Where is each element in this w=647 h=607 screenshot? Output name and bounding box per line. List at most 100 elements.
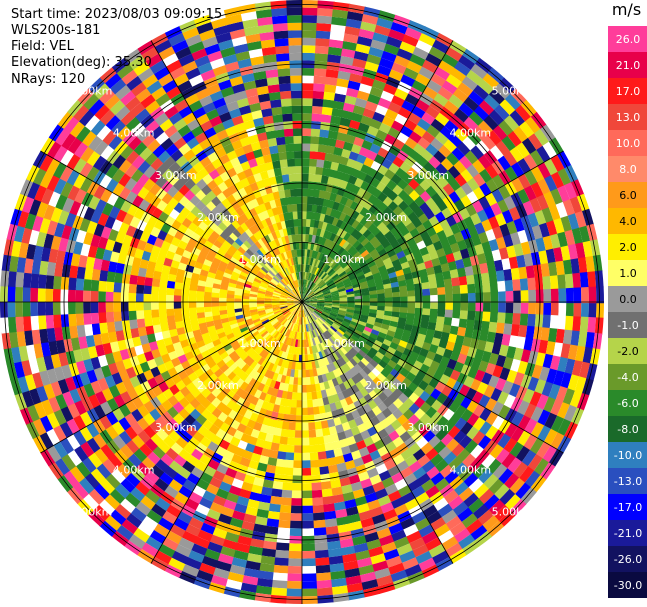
radar-gate: [448, 412, 461, 427]
radar-gate: [203, 548, 221, 561]
radar-gate: [249, 296, 257, 300]
radar-gate: [308, 429, 317, 438]
radar-gate: [294, 422, 302, 431]
radar-gate: [261, 416, 271, 426]
radar-gate: [557, 418, 571, 437]
radar-gate: [66, 417, 80, 435]
radar-gate: [315, 579, 332, 589]
radar-gate: [289, 67, 303, 76]
radar-gate: [266, 311, 274, 316]
radar-gate: [387, 465, 401, 478]
radar-gate: [31, 328, 41, 345]
radar-gate: [58, 351, 69, 367]
radar-gate: [292, 120, 303, 129]
radar-gate: [307, 306, 315, 312]
radar-gate: [258, 455, 269, 465]
radar-gate: [464, 439, 478, 455]
radar-gate: [478, 488, 495, 505]
radar-gate: [184, 523, 201, 537]
radar-gate: [259, 423, 269, 434]
radar-gate: [458, 487, 474, 503]
radar-gate: [279, 83, 292, 92]
radar-gate: [339, 302, 348, 305]
radar-gate: [443, 278, 453, 288]
radar-gate: [168, 478, 183, 492]
radar-gate: [301, 513, 314, 521]
radar-gate: [219, 305, 227, 311]
radar-gate: [495, 354, 507, 369]
radar-gate: [121, 282, 130, 293]
radar-gate: [473, 273, 483, 285]
radar-gate: [302, 203, 308, 212]
radar-gate: [50, 352, 62, 369]
radar-gate: [286, 151, 296, 160]
radar-gate: [382, 508, 398, 521]
radar-gate: [174, 347, 185, 358]
radar-gate: [510, 267, 520, 281]
radar-gate: [488, 478, 504, 495]
radar-gate: [270, 355, 278, 365]
radar-gate: [121, 310, 130, 321]
radar-gate: [414, 492, 430, 506]
radar-gate: [324, 321, 332, 328]
radar-gate: [120, 291, 129, 302]
radar-gate: [331, 305, 340, 309]
radar-gate: [279, 298, 288, 301]
radar-gate: [270, 99, 283, 109]
radar-gate: [274, 420, 284, 429]
radar-gate: [105, 311, 115, 323]
radar-gate: [310, 474, 321, 483]
radar-gate: [222, 499, 237, 511]
radar-gate: [448, 400, 461, 414]
radar-gate: [120, 301, 129, 312]
radar-gate: [316, 23, 333, 32]
radar-gate: [340, 545, 356, 556]
radar-gate: [345, 435, 357, 446]
radar-gate: [59, 421, 74, 438]
radar-gate: [302, 22, 318, 31]
radar-gate: [104, 473, 121, 489]
radar-gate: [106, 270, 116, 283]
radar-gate: [132, 527, 150, 543]
radar-gate: [452, 430, 467, 445]
radar-gate: [440, 331, 450, 342]
radar-gate: [577, 331, 588, 348]
radar-gate: [442, 348, 453, 360]
radar-gate: [337, 313, 346, 319]
radar-gate: [200, 555, 218, 568]
radar-gate: [436, 503, 453, 518]
radar-gate: [273, 308, 281, 313]
radar-gate: [308, 306, 315, 311]
radar-gate: [45, 427, 61, 446]
radar-gate: [186, 472, 201, 486]
radar-gate: [124, 412, 138, 427]
radar-gate: [313, 83, 326, 92]
radar-gate: [513, 372, 525, 387]
radar-gate: [489, 444, 504, 460]
radar-gate: [15, 270, 25, 288]
radar-gate: [445, 515, 462, 531]
radar-gate: [300, 596, 318, 605]
radar-gate: [341, 322, 350, 329]
radar-gate: [323, 307, 332, 312]
radar-gate: [468, 478, 484, 494]
radar-gate: [392, 387, 403, 399]
radar-gate: [188, 295, 197, 302]
radar-gate: [114, 482, 131, 499]
radar-gate: [292, 384, 298, 393]
radar-gate: [320, 420, 329, 429]
radar-gate: [484, 341, 494, 354]
radar-gate: [24, 373, 37, 391]
radar-gate: [219, 288, 228, 295]
range-ring-label: 2.00km: [197, 211, 239, 224]
radar-gate: [376, 445, 389, 457]
radar-gate: [222, 586, 241, 598]
radar-gate: [280, 489, 293, 498]
radar-gate: [226, 297, 235, 302]
radar-gate: [281, 308, 289, 314]
radar-gate: [481, 272, 490, 284]
radar-gate: [512, 461, 528, 479]
radar-gate: [313, 542, 328, 551]
radar-gate: [399, 466, 413, 479]
